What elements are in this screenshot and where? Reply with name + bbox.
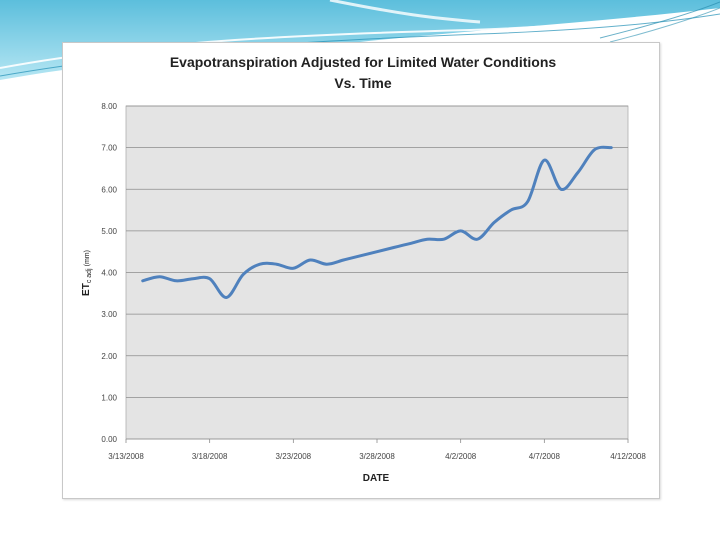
x-axis-ticks: 3/13/2008 3/18/2008 3/23/2008 3/28/2008 4/2/… bbox=[108, 439, 646, 461]
x-tick-label: 3/13/2008 bbox=[108, 452, 144, 461]
y-tick-label: 8.00 bbox=[101, 102, 117, 111]
y-tick-label: 0.00 bbox=[101, 435, 117, 444]
x-tick-label: 4/2/2008 bbox=[445, 452, 477, 461]
x-axis-label: DATE bbox=[363, 473, 390, 484]
chart-title-line-2: Vs. Time bbox=[334, 75, 392, 91]
x-tick-label: 4/7/2008 bbox=[529, 452, 561, 461]
x-tick-label: 3/23/2008 bbox=[276, 452, 312, 461]
series-line bbox=[141, 145, 613, 299]
y-tick-label: 3.00 bbox=[101, 310, 117, 319]
y-tick-label: 5.00 bbox=[101, 227, 117, 236]
y-axis-label: ETc adj (mm) bbox=[81, 250, 93, 296]
y-tick-label: 4.00 bbox=[101, 269, 117, 278]
y-tick-label: 7.00 bbox=[101, 144, 117, 153]
chart-container: Evapotranspiration Adjusted for Limited … bbox=[62, 42, 660, 499]
y-tick-label: 6.00 bbox=[101, 185, 117, 194]
x-tick-label: 4/12/2008 bbox=[610, 452, 646, 461]
y-axis-label-main: ET bbox=[81, 283, 92, 296]
chart-title-line-1: Evapotranspiration Adjusted for Limited … bbox=[170, 54, 557, 70]
y-tick-label: 1.00 bbox=[101, 393, 117, 402]
series-layer bbox=[141, 145, 613, 299]
y-axis-label-subscript: c adj bbox=[86, 268, 93, 283]
y-axis-ticks: 0.00 1.00 2.00 3.00 4.00 5.00 6.00 7.00 8.00 bbox=[101, 102, 117, 444]
x-tick-label: 3/28/2008 bbox=[359, 452, 395, 461]
y-axis-label-unit: (mm) bbox=[84, 250, 91, 266]
x-tick-label: 3/18/2008 bbox=[192, 452, 228, 461]
line-chart: Evapotranspiration Adjusted for Limited … bbox=[81, 54, 646, 484]
y-tick-label: 2.00 bbox=[101, 352, 117, 361]
